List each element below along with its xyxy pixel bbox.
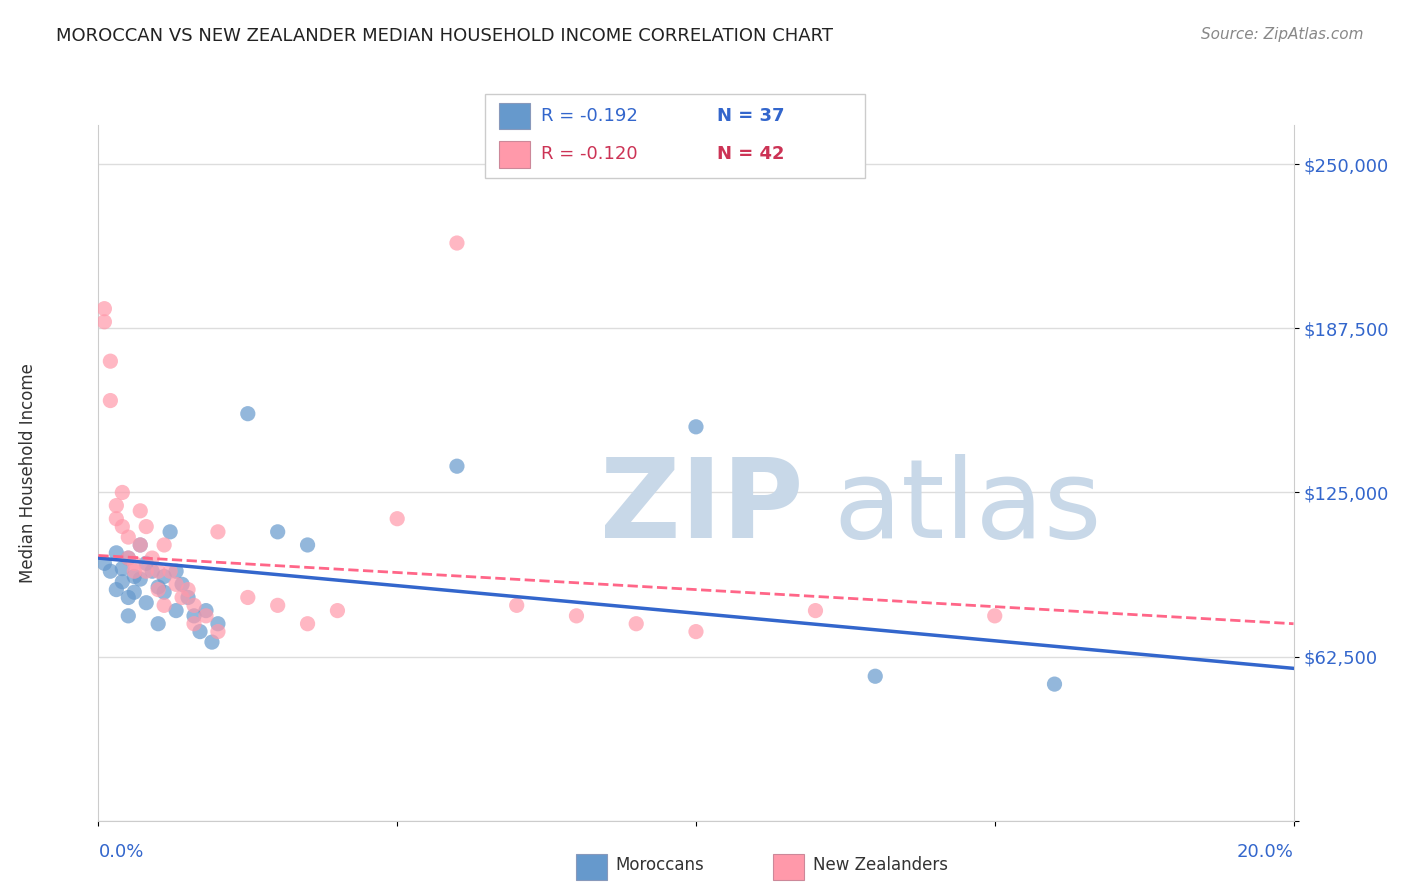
Point (865, 669, 887, 683)
Point (117, 551, 139, 566)
Point (117, 530, 139, 544)
Point (177, 582, 200, 597)
Point (93, 557, 115, 571)
Point (297, 616, 319, 631)
Point (148, 582, 170, 597)
Text: 20.0%: 20.0% (1237, 843, 1294, 861)
Point (159, 524, 181, 539)
Point (565, 608, 588, 623)
Point (165, 564, 187, 578)
Point (207, 524, 229, 539)
Point (804, 604, 827, 618)
Point (236, 591, 259, 605)
Point (124, 564, 146, 578)
Point (98, 354, 122, 368)
Point (385, 512, 409, 526)
Point (624, 616, 647, 631)
Point (153, 599, 176, 613)
Point (446, 459, 468, 474)
Point (183, 608, 205, 623)
Point (129, 538, 152, 552)
Point (326, 604, 349, 618)
Point (124, 569, 146, 583)
Text: New Zealanders: New Zealanders (813, 856, 948, 874)
Point (129, 504, 152, 518)
Point (111, 574, 134, 589)
Text: Median Household Income: Median Household Income (20, 363, 37, 582)
Point (141, 551, 163, 566)
Point (148, 616, 170, 631)
Text: Moroccans: Moroccans (616, 856, 704, 874)
Point (111, 485, 134, 500)
Text: 0.0%: 0.0% (98, 843, 143, 861)
Text: atlas: atlas (834, 454, 1102, 561)
Point (194, 608, 218, 623)
Point (93, 315, 115, 329)
Point (135, 557, 157, 571)
Point (117, 551, 139, 566)
Point (148, 580, 170, 594)
Point (129, 538, 152, 552)
Point (165, 577, 187, 591)
Text: MOROCCAN VS NEW ZEALANDER MEDIAN HOUSEHOLD INCOME CORRELATION CHART: MOROCCAN VS NEW ZEALANDER MEDIAN HOUSEHO… (56, 27, 834, 45)
Point (153, 585, 176, 599)
Text: R = -0.120: R = -0.120 (541, 145, 638, 163)
Point (194, 604, 218, 618)
Text: Source: ZipAtlas.com: Source: ZipAtlas.com (1201, 27, 1364, 42)
Point (159, 564, 181, 578)
Text: R = -0.192: R = -0.192 (541, 107, 638, 125)
Text: N = 37: N = 37 (717, 107, 785, 125)
Point (98, 393, 122, 408)
Point (183, 599, 205, 613)
Point (172, 577, 194, 591)
Point (153, 538, 176, 552)
Text: N = 42: N = 42 (717, 145, 785, 163)
Point (129, 572, 152, 586)
Point (124, 557, 146, 571)
Point (236, 407, 259, 421)
Point (135, 564, 157, 578)
Point (172, 591, 194, 605)
Point (207, 616, 229, 631)
Point (297, 538, 319, 552)
Point (165, 604, 187, 618)
Text: ZIP: ZIP (600, 454, 804, 561)
Point (685, 419, 707, 434)
Point (105, 582, 128, 597)
Point (105, 546, 128, 560)
Point (117, 608, 139, 623)
Point (141, 564, 163, 578)
Point (153, 569, 176, 583)
Point (685, 624, 707, 639)
Point (177, 591, 200, 605)
Point (111, 561, 134, 575)
Point (105, 499, 128, 513)
Point (98, 564, 122, 578)
Point (506, 599, 529, 613)
Point (183, 616, 205, 631)
Point (983, 608, 1005, 623)
Point (93, 301, 115, 316)
Point (188, 624, 211, 639)
Point (1043, 677, 1066, 691)
Point (105, 512, 128, 526)
Point (267, 524, 290, 539)
Point (117, 591, 139, 605)
Point (201, 635, 224, 649)
Point (207, 624, 229, 639)
Point (111, 519, 134, 533)
Point (124, 585, 146, 599)
Point (135, 519, 157, 533)
Point (446, 235, 468, 250)
Point (135, 596, 157, 610)
Point (267, 599, 290, 613)
Point (148, 564, 170, 578)
